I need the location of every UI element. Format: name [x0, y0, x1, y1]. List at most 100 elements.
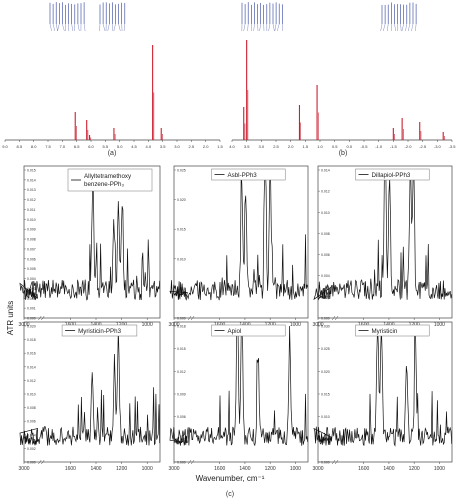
plot-frame: [317, 165, 453, 319]
x-tick-label: 1.5: [217, 144, 223, 149]
y-tick-label: 0.008: [321, 232, 330, 236]
spectrum-line: [169, 169, 309, 301]
peak-label-leader: [387, 23, 389, 32]
shared-xlabel: Wavenumber, cm⁻¹: [196, 474, 265, 483]
spectrum-line: [19, 169, 161, 301]
legend-box: [355, 168, 430, 181]
y-tick-label: 0.012: [27, 379, 36, 383]
y-tick-label: 0.015: [321, 393, 330, 397]
legend: Dillapiol-PPh3: [355, 168, 430, 181]
peak-label-leader: [99, 23, 101, 32]
y-tick-label: 0.006: [27, 257, 36, 261]
x-tick-label: -2.5: [419, 144, 427, 149]
peak-label-leader: [411, 23, 414, 32]
axis-break: [41, 315, 45, 321]
y-tick-label: 0.025: [321, 347, 330, 351]
x-tick-label: 2.0: [288, 144, 294, 149]
y-tick-label: 0.030: [321, 325, 330, 329]
plot-frame: [317, 321, 453, 463]
ir-panel-c5: 3000 1600 1400 1200 10000.0000.0030.0060.009…: [168, 321, 309, 472]
legend-label: Myristicin: [372, 328, 398, 335]
y-tick-label: 0.010: [27, 393, 36, 397]
x-tick-label: 1000: [142, 466, 153, 472]
legend-box: [211, 324, 286, 337]
legend-label: Dillapiol-PPh3: [372, 172, 411, 179]
peak-label-leader: [257, 23, 259, 32]
y-tick-label: 0.006: [27, 420, 36, 424]
x-tick-label: -3.0: [434, 144, 442, 149]
x-tick-label: -2.0: [405, 144, 413, 149]
peak-label-leader: [401, 23, 404, 32]
axis-break: [190, 315, 195, 321]
y-tick-label: 0.004: [321, 274, 330, 278]
x-tick-label: 0.5: [332, 144, 338, 149]
y-tick-label: 0.012: [177, 370, 186, 374]
y-tick-label: 0.006: [177, 415, 186, 419]
y-tick-label: 0.014: [321, 169, 330, 173]
peak-label-leader: [408, 23, 411, 32]
peak-label-leader: [247, 23, 249, 32]
spectrum-line: [169, 325, 309, 447]
y-tick-label: 0.010: [321, 211, 330, 215]
y-tick-label: 0.011: [27, 208, 36, 212]
y-tick-label: 0.000: [27, 461, 36, 465]
y-tick-label: 0.010: [321, 415, 330, 419]
x-tick-label: 1200: [116, 466, 127, 472]
x-tick-label: 3000: [312, 466, 323, 472]
peak-label-leader: [400, 23, 402, 32]
x-tick-label: 1400: [90, 466, 101, 472]
y-tick-label: 0.015: [177, 228, 186, 232]
ir-panel-grid: 3000 1600 1400 1200 1000 0.000 0.001 0.002 0.003…: [6, 165, 453, 498]
legend-label: Asbl-PPh3: [228, 172, 258, 179]
legend: Myristicin-PPh3: [61, 324, 138, 337]
y-tick-label: 0.018: [177, 325, 186, 329]
y-tick-label: 0.000: [177, 317, 186, 321]
legend: Apiol: [211, 324, 286, 337]
peak-label-leader: [253, 23, 255, 32]
peak-label-leader: [123, 23, 125, 32]
axis-break: [190, 459, 195, 465]
x-tick-label: 0.0: [347, 144, 353, 149]
axis-break: [187, 459, 192, 465]
y-tick-label: 0.015: [27, 169, 36, 173]
y-tick-label: 0.004: [27, 277, 36, 281]
x-tick-label: 1200: [409, 466, 420, 472]
ir-panel-c3: 300016001400120010000.0000.0020.0040.006…: [312, 165, 453, 328]
y-tick-label: 0.000: [177, 461, 186, 465]
y-tick-label: 0.003: [27, 287, 36, 291]
axis-break: [334, 315, 339, 321]
peak-label-leader: [380, 23, 383, 32]
peak-label-leader: [71, 23, 73, 32]
x-tick-label: 3.5: [160, 144, 166, 149]
plot-frame: [23, 165, 161, 319]
peak-label-leader: [62, 23, 65, 32]
axis-break: [38, 315, 42, 321]
x-tick-label: 1400: [383, 466, 394, 472]
x-tick-label: -0.5: [361, 144, 369, 149]
peak-label-leader: [77, 23, 80, 32]
peak-label-leader: [113, 23, 116, 32]
y-tick-label: 0.005: [177, 287, 186, 291]
y-tick-label: 0.000: [321, 317, 330, 321]
y-tick-label: 0.002: [27, 297, 36, 301]
axis-break: [331, 459, 336, 465]
x-tick-label: 4.5: [131, 144, 137, 149]
x-tick-label: 2.5: [273, 144, 279, 149]
y-tick-label: 0.000: [321, 461, 330, 465]
legend: Myristicin: [355, 324, 430, 337]
peak-label-leader: [394, 23, 396, 32]
x-tick-label: 6.5: [74, 144, 80, 149]
x-tick-label: -1.5: [390, 144, 398, 149]
x-tick-label: 4.0: [146, 144, 152, 149]
spectrum-line: [313, 325, 453, 447]
peak-label-leader: [118, 23, 121, 32]
x-tick-label: 1600: [65, 466, 76, 472]
y-tick-label: 0.012: [27, 198, 36, 202]
x-tick-label: 1000: [142, 322, 153, 328]
ir-panel-c4: 3000 1600 1400 1200 10000.0000.0020.0040.006…: [18, 321, 161, 472]
x-tick-label: 1000: [290, 322, 301, 328]
x-tick-label: 5.0: [117, 144, 123, 149]
y-tick-label: 0.015: [177, 347, 186, 351]
x-tick-label: 2.0: [203, 144, 209, 149]
x-tick-label: 7.5: [45, 144, 51, 149]
